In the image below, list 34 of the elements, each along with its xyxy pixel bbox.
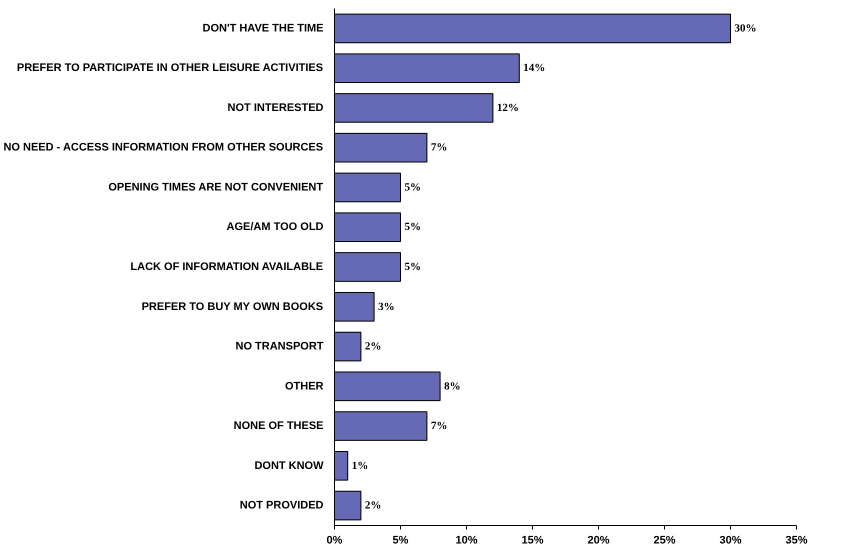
- y-tick-label: OPENING TIMES ARE NOT CONVENIENT: [108, 181, 324, 194]
- x-tick-label: 0%: [326, 534, 343, 546]
- y-tick-label: NOT INTERESTED: [228, 102, 324, 114]
- data-label: 12%: [496, 102, 519, 114]
- x-tick-label: 35%: [785, 534, 808, 546]
- data-label: 5%: [404, 261, 421, 273]
- data-label: 7%: [430, 420, 448, 432]
- y-tick-label: NO TRANSPORT: [236, 340, 324, 353]
- data-label: 2%: [364, 340, 382, 353]
- y-tick-label: PREFER TO PARTICIPATE IN OTHER LEISURE ACTIVITIES: [16, 62, 324, 74]
- data-label: 5%: [404, 221, 421, 234]
- x-tick-label: 10%: [455, 534, 478, 546]
- y-tick-label: DON'T HAVE THE TIME: [202, 22, 324, 34]
- x-tick-label: 25%: [653, 534, 676, 546]
- x-tick-label: 15%: [521, 534, 544, 546]
- data-label: 14%: [523, 62, 546, 74]
- data-label: 5%: [404, 181, 421, 194]
- data-label: 3%: [378, 300, 395, 313]
- y-tick-label: PREFER TO BUY MY OWN BOOKS: [142, 300, 324, 313]
- y-tick-label: NOT PROVIDED: [240, 500, 324, 512]
- y-tick-label: NO NEED - ACCESS INFORMATION FROM OTHER SOURCES: [3, 142, 324, 154]
- y-tick-label: OTHER: [285, 380, 324, 392]
- data-label: 30%: [734, 22, 756, 34]
- y-tick-label: DONT KNOW: [254, 460, 324, 472]
- x-tick-label: 30%: [719, 534, 742, 546]
- data-label: 7%: [430, 142, 448, 154]
- y-tick-label: LACK OF INFORMATION AVAILABLE: [130, 261, 324, 273]
- y-tick-label: NONE OF THESE: [234, 420, 324, 432]
- data-label: 2%: [364, 500, 382, 512]
- x-tick-label: 5%: [392, 534, 409, 546]
- x-tick-label: 20%: [587, 534, 610, 546]
- data-label: 1%: [352, 460, 368, 472]
- data-label: 8%: [444, 380, 461, 392]
- y-tick-label: AGE/AM TOO OLD: [226, 221, 324, 234]
